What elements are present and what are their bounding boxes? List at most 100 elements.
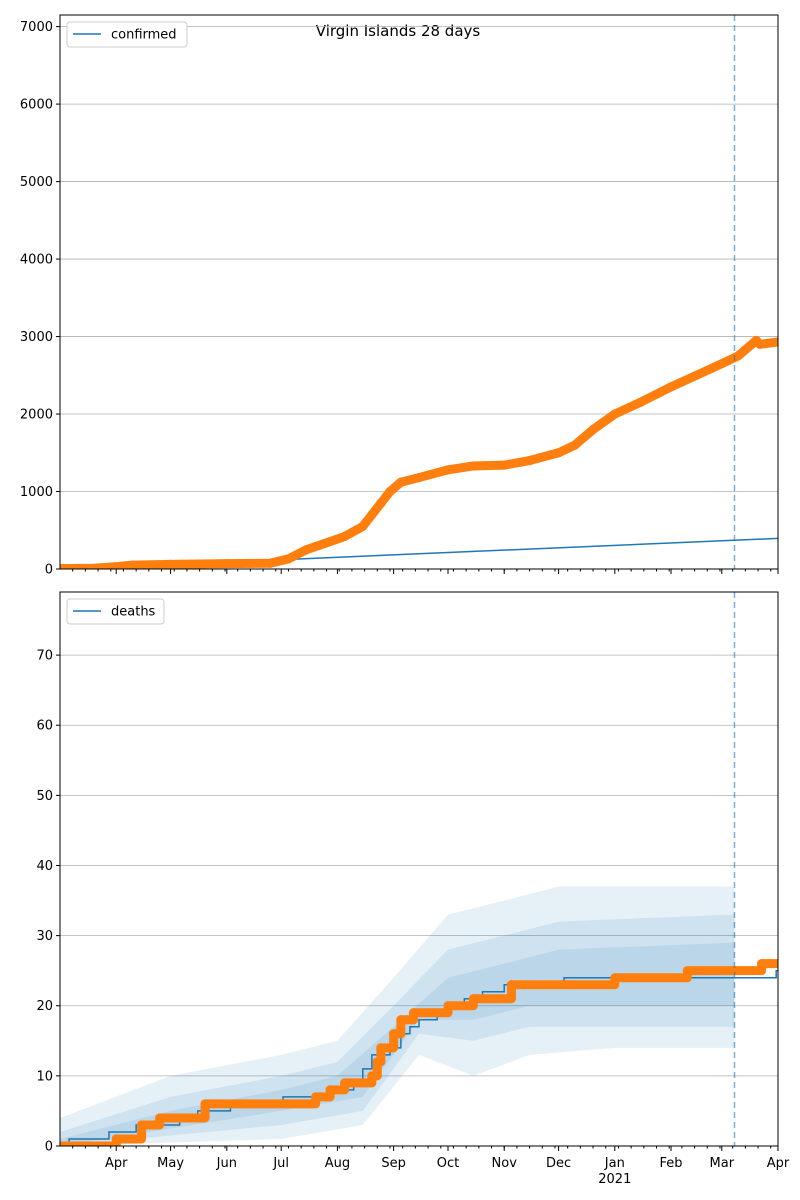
y-tick-label: 40 xyxy=(36,859,53,874)
observed-point xyxy=(757,959,767,969)
y-tick-label: 0 xyxy=(45,1140,53,1155)
observed-point xyxy=(111,1134,121,1144)
x-tick-label: Oct xyxy=(437,1156,459,1171)
observed-point xyxy=(682,966,692,976)
observed-point xyxy=(301,545,312,555)
top-legend-box xyxy=(66,21,188,48)
observed-point xyxy=(443,1001,453,1011)
top-model-series xyxy=(281,537,778,561)
x-tick-label: Sep xyxy=(381,1156,406,1171)
observed-point xyxy=(340,531,350,542)
observed-point xyxy=(408,1008,419,1018)
x-tick-label: Jan xyxy=(604,1156,625,1171)
observed-point xyxy=(396,477,406,487)
y-tick-label: 50 xyxy=(36,789,53,804)
x-tick-label: Aug xyxy=(325,1156,350,1171)
top-legend-label: confirmed xyxy=(111,28,177,43)
y-tick-label: 7000 xyxy=(20,20,53,35)
observed-point xyxy=(468,994,478,1004)
observed-point xyxy=(414,472,424,483)
observed-point xyxy=(340,1078,350,1088)
observed-point xyxy=(60,1141,65,1146)
observed-point xyxy=(155,1113,165,1123)
bottom-observed-series xyxy=(60,959,778,1146)
observed-point xyxy=(166,559,176,569)
bottom-y-axis: 0 10 20 30 40 50 60 70 xyxy=(36,649,60,1155)
observed-point xyxy=(733,351,743,361)
top-gridlines xyxy=(60,26,778,492)
observed-point xyxy=(265,558,275,568)
top-observed-series xyxy=(60,335,778,569)
x-tick-label: May xyxy=(157,1156,184,1171)
observed-point xyxy=(136,1120,147,1130)
observed-point xyxy=(222,558,232,569)
x-tick-label: Apr xyxy=(767,1156,790,1171)
x-tick-year-label: 2021 xyxy=(598,1172,631,1187)
x-tick-label: Dec xyxy=(546,1156,571,1171)
observed-point xyxy=(443,465,453,475)
y-tick-label: 4000 xyxy=(20,253,53,268)
observed-point xyxy=(554,448,564,458)
observed-point xyxy=(755,339,765,349)
y-tick-label: 30 xyxy=(36,929,53,944)
observed-point xyxy=(717,359,727,369)
y-tick-label: 6000 xyxy=(20,98,53,113)
y-tick-label: 20 xyxy=(36,999,53,1014)
observed-point xyxy=(60,564,65,569)
observed-point xyxy=(320,538,330,549)
x-tick-label: Nov xyxy=(492,1156,518,1171)
observed-point xyxy=(311,1092,321,1102)
bottom-legend-box xyxy=(66,598,165,625)
observed-point xyxy=(372,1057,382,1067)
observed-point xyxy=(127,560,138,569)
uncertainty-band xyxy=(60,886,735,1146)
observed-point xyxy=(570,440,580,450)
bottom-legend-label: deaths xyxy=(111,605,156,620)
observed-point xyxy=(283,554,294,564)
y-tick-label: 1000 xyxy=(20,485,53,500)
y-tick-label: 60 xyxy=(36,719,53,734)
y-tick-label: 0 xyxy=(45,563,53,578)
observed-point xyxy=(358,521,368,531)
top-legend: confirmed xyxy=(66,21,188,48)
observed-point xyxy=(200,1099,210,1109)
observed-line xyxy=(60,335,778,569)
top-y-axis: 0 1000 2000 3000 4000 5000 6000 7000 xyxy=(20,20,60,578)
confirmed-panel: 0 1000 2000 3000 4000 5000 6000 7000 confirmed xyxy=(20,14,779,578)
observed-point xyxy=(111,562,121,569)
observed-point xyxy=(89,563,100,569)
observed-line xyxy=(60,959,778,1146)
x-tick-label: Jun xyxy=(216,1156,237,1171)
x-tick-label: Apr xyxy=(105,1156,128,1171)
observed-point xyxy=(367,510,377,520)
observed-point xyxy=(389,1029,399,1039)
observed-point xyxy=(376,498,386,508)
bottom-gridlines xyxy=(60,654,778,1077)
observed-point xyxy=(610,409,620,419)
y-tick-label: 70 xyxy=(36,649,53,664)
y-tick-label: 5000 xyxy=(20,175,53,190)
observed-point xyxy=(468,461,478,471)
bottom-uncertainty-bands xyxy=(60,886,735,1146)
y-tick-label: 10 xyxy=(36,1069,53,1084)
y-tick-label: 2000 xyxy=(20,408,53,423)
observed-point xyxy=(525,455,535,466)
observed-point xyxy=(635,397,645,408)
observed-point xyxy=(385,486,395,497)
model-line xyxy=(281,537,778,561)
y-tick-label: 3000 xyxy=(20,330,53,345)
observed-point xyxy=(396,1015,406,1025)
figure-title: Virgin Islands 28 days xyxy=(316,22,481,40)
observed-point xyxy=(610,973,620,983)
x-tick-label: Feb xyxy=(660,1156,683,1171)
observed-point xyxy=(773,337,778,347)
observed-point xyxy=(666,382,676,392)
top-axes-frame xyxy=(59,14,779,570)
bottom-legend: deaths xyxy=(66,598,165,625)
observed-point xyxy=(376,1043,386,1053)
observed-point xyxy=(773,959,778,969)
observed-point xyxy=(325,1085,335,1095)
x-tick-label: Mar xyxy=(710,1156,735,1171)
